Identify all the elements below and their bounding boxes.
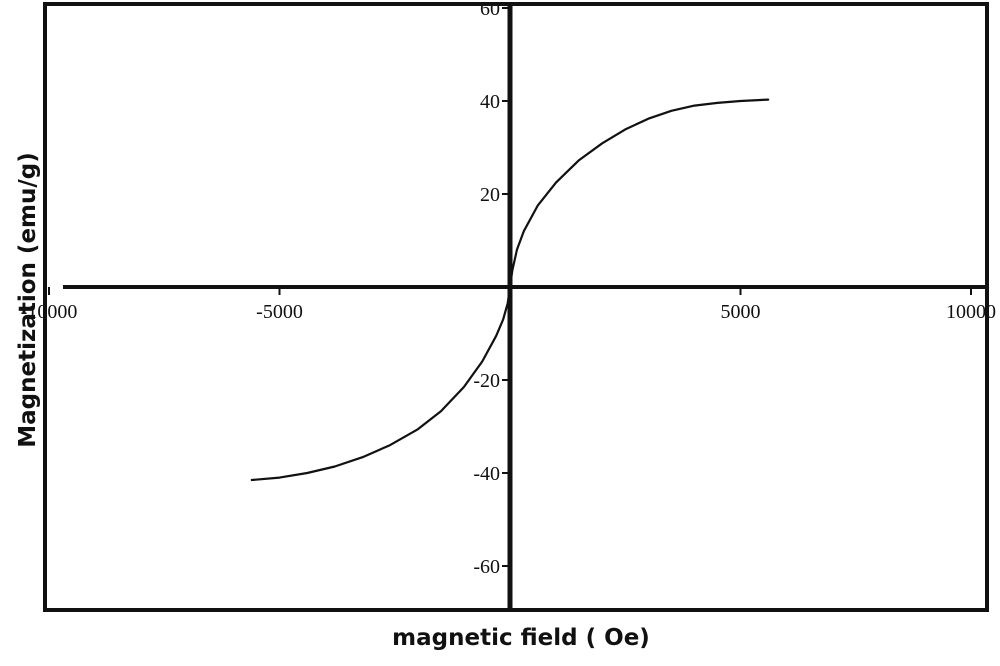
plot-frame <box>43 2 989 612</box>
x-tick-label: 10000 <box>946 301 996 323</box>
magnetization-curve <box>250 98 770 482</box>
x-axis-title: magnetic field ( Oe) <box>392 625 650 651</box>
y-tick-label: -40 <box>473 463 500 485</box>
x-tick-label: -5000 <box>256 301 303 323</box>
y-ticks: 60 40 20 -20 -40 -60 <box>473 0 510 578</box>
y-tick-label: -20 <box>473 370 500 392</box>
y-tick-label: 20 <box>480 184 500 206</box>
y-tick-label: -60 <box>473 556 500 578</box>
x-tick-label: -10000 <box>21 301 78 323</box>
x-ticks: -10000 -5000 5000 10000 <box>21 287 996 323</box>
y-tick-label: 40 <box>480 91 500 113</box>
x-tick-label: 5000 <box>721 301 761 323</box>
y-axis-title: Magnetization (emu/g) <box>15 152 41 448</box>
y-tick-label: 60 <box>480 0 500 20</box>
